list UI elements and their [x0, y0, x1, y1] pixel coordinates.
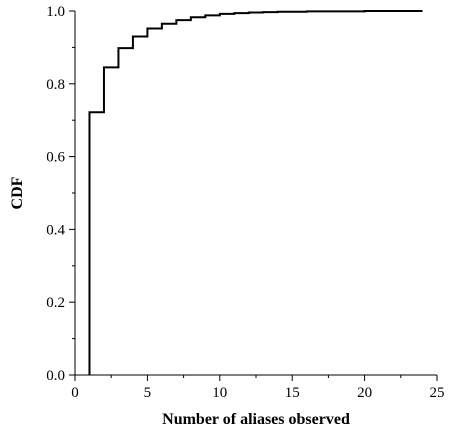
x-tick-label: 25: [430, 385, 445, 401]
y-tick-label: 0.8: [46, 77, 65, 93]
tick-labels: 0 5 10 15 20 25 0.0 0.2 0.4 0.6 0.8 1.0: [46, 4, 444, 401]
cdf-step-line: [88, 10, 423, 375]
x-tick-label: 10: [212, 385, 227, 401]
series: [88, 10, 423, 375]
y-tick-label: 0.6: [46, 150, 65, 166]
y-tick-label: 0.2: [46, 295, 65, 311]
y-tick-label: 1.0: [46, 4, 65, 20]
ticks: [69, 10, 438, 381]
y-tick-label: 0.0: [46, 368, 65, 384]
x-tick-label: 5: [144, 385, 152, 401]
y-tick-label: 0.4: [46, 222, 65, 238]
x-tick-label: 20: [357, 385, 372, 401]
x-axis-title: Number of aliases observed: [162, 411, 350, 428]
y-axis-title: CDF: [9, 176, 26, 209]
x-tick-label: 15: [285, 385, 300, 401]
axes: [74, 11, 437, 376]
x-tick-label: 0: [71, 385, 79, 401]
